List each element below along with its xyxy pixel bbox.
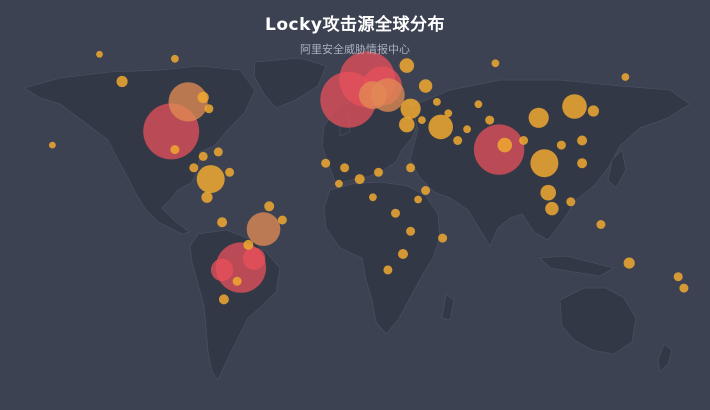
attack-point-low[interactable] — [556, 140, 566, 150]
attack-point-low[interactable] — [383, 265, 393, 275]
attack-point-low[interactable] — [406, 163, 416, 173]
attack-point-low[interactable] — [198, 151, 208, 161]
attack-point-high[interactable] — [242, 247, 266, 270]
attack-point-low[interactable] — [433, 98, 441, 106]
attack-point-low[interactable] — [218, 294, 229, 305]
attack-point-low[interactable] — [232, 276, 242, 286]
attack-point-low[interactable] — [170, 145, 180, 155]
attack-point-low[interactable] — [213, 147, 223, 157]
attack-point-low[interactable] — [414, 195, 422, 204]
attack-point-low[interactable] — [519, 136, 529, 145]
attack-point-low[interactable] — [418, 116, 426, 124]
attack-point-low[interactable] — [621, 73, 630, 81]
attack-point-low[interactable] — [391, 208, 400, 218]
attack-point-low[interactable] — [474, 100, 483, 109]
attack-point-low[interactable] — [49, 141, 56, 149]
attack-point-low[interactable] — [398, 249, 408, 259]
attack-point-low[interactable] — [243, 239, 254, 250]
attack-point-low[interactable] — [225, 167, 235, 177]
attack-point-low[interactable] — [623, 257, 635, 269]
attack-point-high[interactable] — [320, 71, 377, 128]
attack-point-low[interactable] — [400, 98, 421, 119]
attack-point-low[interactable] — [374, 167, 383, 177]
land-madagascar — [441, 293, 455, 321]
attack-point-low[interactable] — [340, 163, 350, 173]
attack-point-low[interactable] — [577, 135, 588, 146]
attack-point-low[interactable] — [116, 75, 128, 88]
attack-point-high[interactable] — [210, 258, 234, 282]
attack-point-low[interactable] — [264, 201, 275, 212]
attack-point-low[interactable] — [438, 233, 448, 243]
attack-point-low[interactable] — [354, 174, 365, 185]
attack-point-low[interactable] — [673, 272, 683, 282]
attack-point-low[interactable] — [197, 91, 209, 103]
land-new-zealand — [657, 343, 673, 373]
attack-point-low[interactable] — [562, 94, 587, 119]
attack-point-low[interactable] — [453, 136, 463, 145]
attack-point-low[interactable] — [196, 165, 225, 194]
attack-point-low[interactable] — [491, 59, 500, 68]
chart-title: Locky攻击源全球分布 — [265, 15, 445, 35]
attack-point-low[interactable] — [528, 107, 549, 128]
attack-point-low[interactable] — [96, 50, 103, 58]
attack-point-low[interactable] — [204, 104, 214, 114]
attack-point-medium[interactable] — [246, 212, 281, 246]
attack-point-low[interactable] — [444, 109, 453, 118]
attack-point-low[interactable] — [277, 215, 287, 225]
attack-point-low[interactable] — [399, 58, 415, 73]
attack-point-low[interactable] — [418, 79, 433, 93]
attack-point-low[interactable] — [545, 201, 559, 216]
attack-point-low[interactable] — [406, 226, 416, 236]
attack-point-medium[interactable] — [358, 81, 387, 110]
attack-point-medium[interactable] — [168, 82, 208, 122]
attack-point-low[interactable] — [566, 197, 576, 207]
attack-point-low[interactable] — [463, 125, 471, 134]
land-japan — [607, 149, 627, 189]
attack-point-low[interactable] — [587, 105, 600, 117]
attack-point-low[interactable] — [577, 158, 588, 169]
attack-point-low[interactable] — [679, 283, 689, 293]
attack-point-low[interactable] — [201, 191, 213, 203]
attack-point-low[interactable] — [369, 193, 377, 202]
attack-point-low[interactable] — [497, 137, 513, 153]
attack-point-low[interactable] — [217, 217, 228, 228]
land-greenland — [253, 57, 327, 109]
attack-point-low[interactable] — [421, 186, 431, 195]
attack-point-low[interactable] — [428, 114, 454, 140]
attack-point-low[interactable] — [171, 54, 179, 63]
land-indonesia — [539, 255, 616, 277]
chart-subtitle: 阿里安全威胁情报中心 — [300, 43, 410, 56]
attack-point-low[interactable] — [540, 184, 556, 201]
attack-point-low[interactable] — [596, 220, 606, 229]
attack-point-low[interactable] — [485, 115, 495, 125]
land-australia — [559, 287, 637, 355]
attack-point-low[interactable] — [321, 158, 331, 168]
attack-point-low[interactable] — [335, 179, 343, 188]
attack-point-low[interactable] — [399, 116, 415, 133]
land-africa — [323, 181, 441, 335]
attack-point-low[interactable] — [189, 163, 199, 173]
attack-point-low[interactable] — [530, 149, 559, 178]
attack-source-points — [49, 50, 689, 305]
